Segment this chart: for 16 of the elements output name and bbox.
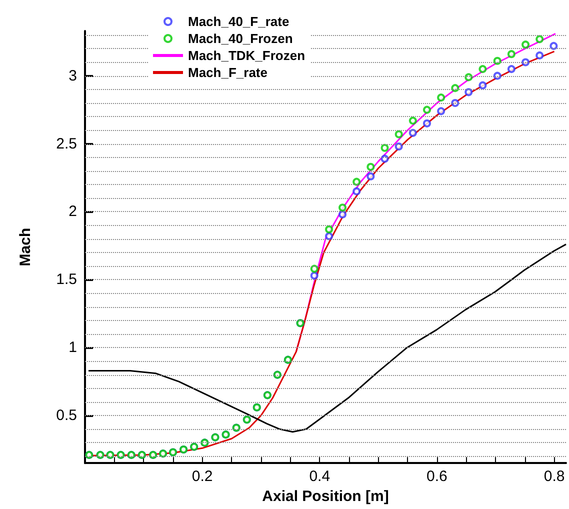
y-tick-label: 1.5 — [56, 271, 77, 288]
y-tick-label: 2.5 — [56, 135, 77, 152]
y-tick-label: 1 — [68, 339, 77, 356]
x-axis-title: Axial Position [m] — [262, 488, 389, 505]
legend-label: Mach_F_rate — [188, 65, 268, 80]
x-tick-label: 0.2 — [192, 468, 213, 486]
y-tick-label: 0.5 — [56, 407, 77, 424]
y-tick-label: 2 — [68, 203, 77, 220]
x-tick-label: 0.6 — [426, 468, 448, 486]
legend-label: Mach_40_F_rate — [188, 14, 290, 29]
x-tick-label: 0.8 — [544, 468, 565, 486]
y-tick-label: 3 — [68, 67, 77, 84]
legend-label: Mach_TDK_Frozen — [188, 48, 306, 63]
legend-label: Mach_40_Frozen — [188, 31, 293, 46]
x-tick-label: 0.4 — [309, 468, 330, 486]
y-axis-title: Mach — [17, 228, 34, 266]
